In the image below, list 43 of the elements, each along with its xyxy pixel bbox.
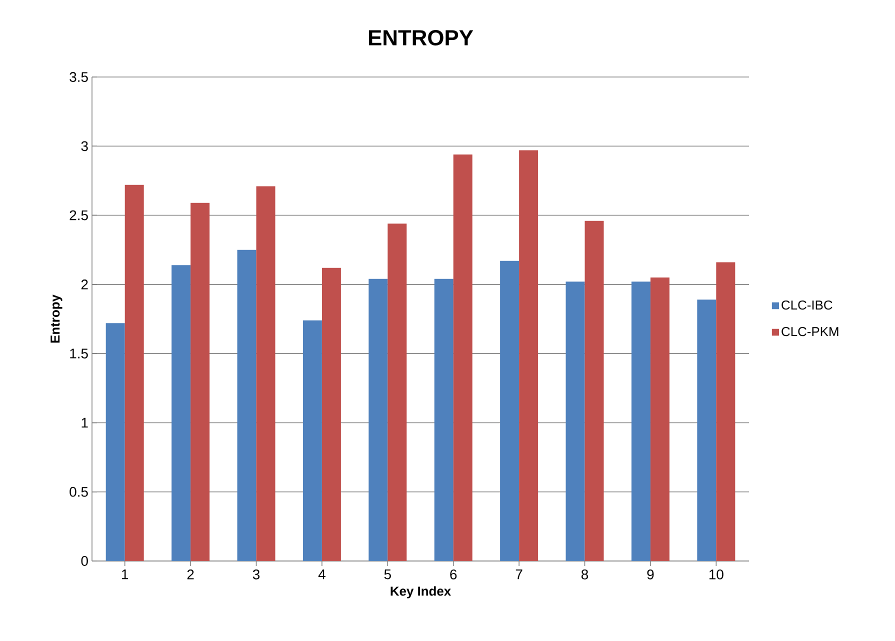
- x-axis-title: Key Index: [390, 586, 451, 598]
- bar: [434, 278, 454, 561]
- y-tick-label: 0: [81, 556, 88, 566]
- x-tick-label: 5: [384, 570, 391, 580]
- bar: [124, 184, 144, 561]
- x-tick-label: 3: [252, 570, 260, 580]
- x-tick-label: 1: [122, 570, 128, 580]
- bar: [631, 282, 650, 561]
- bar: [697, 300, 716, 561]
- y-tick-label: 3: [81, 141, 88, 152]
- bar: [388, 224, 407, 561]
- bar: [172, 265, 191, 561]
- y-tick-label: 1.5: [70, 348, 88, 358]
- bar: [106, 323, 125, 561]
- bar: [190, 202, 210, 561]
- bar: [322, 268, 341, 561]
- x-tick-label: 6: [450, 570, 457, 580]
- y-tick-label: 3.5: [70, 72, 88, 82]
- bar: [584, 220, 604, 561]
- y-tick-label: 2: [81, 280, 88, 290]
- bar: [256, 186, 276, 561]
- x-tick-label: 4: [318, 570, 326, 580]
- bar: [453, 154, 472, 561]
- bar: [500, 260, 520, 561]
- bar: [237, 250, 256, 561]
- bar: [716, 262, 736, 561]
- bar: [566, 282, 585, 561]
- y-axis-title: Entropy: [50, 294, 62, 343]
- bar: [368, 278, 388, 561]
- y-tick-label: 2.5: [70, 210, 88, 220]
- x-tick-label: 2: [187, 570, 194, 580]
- bar: [519, 150, 538, 561]
- bar: [650, 278, 670, 561]
- x-tick-label: 9: [647, 570, 654, 580]
- x-tick-label: 7: [516, 570, 522, 580]
- x-tick-label: 8: [581, 570, 588, 580]
- x-tick-label: 10: [709, 570, 724, 580]
- chart-title: ENTROPY: [369, 30, 474, 46]
- y-tick-label: 0.5: [70, 486, 88, 497]
- y-tick-label: 1: [82, 418, 88, 428]
- bar: [302, 320, 322, 561]
- legend-label: CLC-IBC: [782, 300, 832, 310]
- legend-label: CLC-PKM: [782, 326, 838, 336]
